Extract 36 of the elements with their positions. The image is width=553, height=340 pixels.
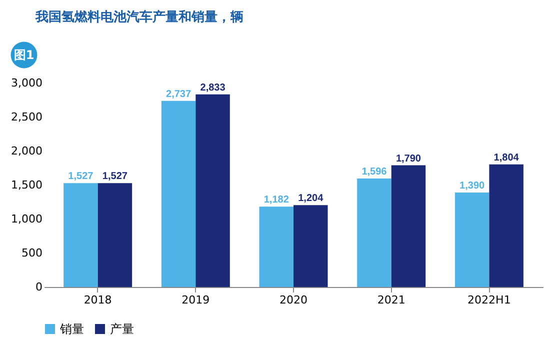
y-tick-label: 1,500 (11, 178, 42, 192)
x-tick-label: 2021 (377, 294, 406, 306)
bar (454, 192, 490, 287)
y-tick-label: 0 (36, 280, 42, 294)
data-label: 1,527 (68, 171, 94, 182)
data-label: 2,737 (166, 88, 192, 100)
y-tick-label: 3,000 (11, 76, 42, 90)
x-tick-label: 2018 (84, 294, 112, 306)
bar (161, 100, 196, 287)
x-tick-label: 2019 (182, 294, 210, 306)
legend-label: 产量 (110, 322, 134, 336)
data-label: 2,833 (200, 82, 226, 94)
bar (391, 165, 426, 287)
y-tick-label: 1,000 (11, 212, 42, 226)
caption: 图1 (14, 48, 34, 62)
data-label: 1,204 (298, 193, 324, 204)
data-label: 1,527 (102, 171, 128, 182)
x-tick-label: 2020 (280, 294, 308, 306)
x-tick-label: 2022H1 (468, 294, 511, 306)
legend-label: 销量 (59, 322, 84, 336)
bar (196, 94, 230, 287)
data-label: 1,804 (494, 152, 520, 164)
bar (294, 205, 328, 287)
data-label: 1,390 (460, 180, 486, 192)
bar (64, 183, 98, 287)
y-tick-label: 2,000 (11, 144, 42, 158)
y-tick-label: 2,500 (11, 110, 42, 124)
y-tick-label: 500 (22, 246, 42, 260)
data-label: 1,182 (264, 194, 290, 206)
bar (489, 164, 524, 287)
bar (98, 183, 132, 287)
bar (259, 206, 294, 287)
bar (357, 178, 392, 287)
data-label: 1,790 (396, 153, 422, 164)
chart-title: 我国氢燃料电池汽车产量和销量，辆 (34, 8, 244, 25)
data-label: 1,596 (362, 166, 388, 178)
